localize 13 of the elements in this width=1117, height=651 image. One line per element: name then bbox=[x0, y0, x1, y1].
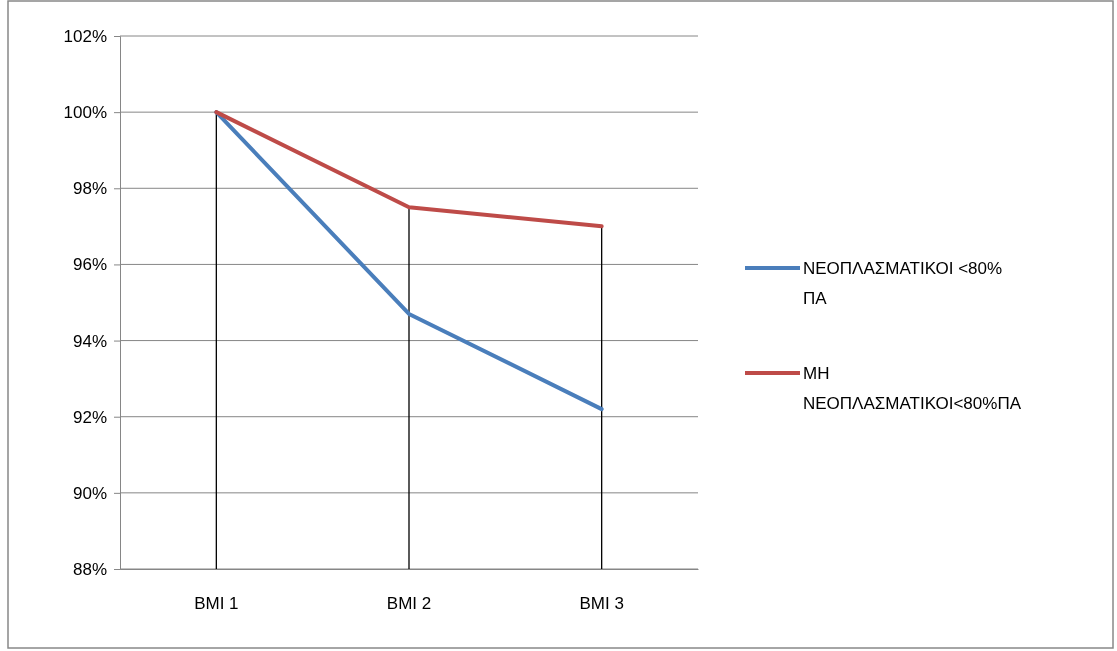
y-tick-label: 90% bbox=[72, 483, 107, 503]
x-tick-label: BMI 2 bbox=[386, 594, 432, 614]
y-tick-label: 102% bbox=[63, 26, 107, 46]
y-tick-label: 88% bbox=[72, 559, 107, 579]
x-tick-label: BMI 1 bbox=[194, 594, 239, 614]
x-tick-label: BMI 3 bbox=[579, 594, 624, 614]
y-tick-label: 98% bbox=[72, 179, 107, 199]
y-tick-label: 100% bbox=[63, 103, 107, 123]
y-tick-label: 96% bbox=[72, 255, 107, 275]
legend-label: ΝΕΟΠΛΑΣΜΑΤΙΚΟΙ <80% ΠΑ bbox=[803, 259, 1003, 308]
y-tick-label: 92% bbox=[72, 407, 107, 427]
legend-label: ΜΗ ΝΕΟΠΛΑΣΜΑΤΙΚΟΙ<80%ΠΑ bbox=[803, 364, 1022, 413]
y-tick-label: 94% bbox=[72, 331, 107, 351]
